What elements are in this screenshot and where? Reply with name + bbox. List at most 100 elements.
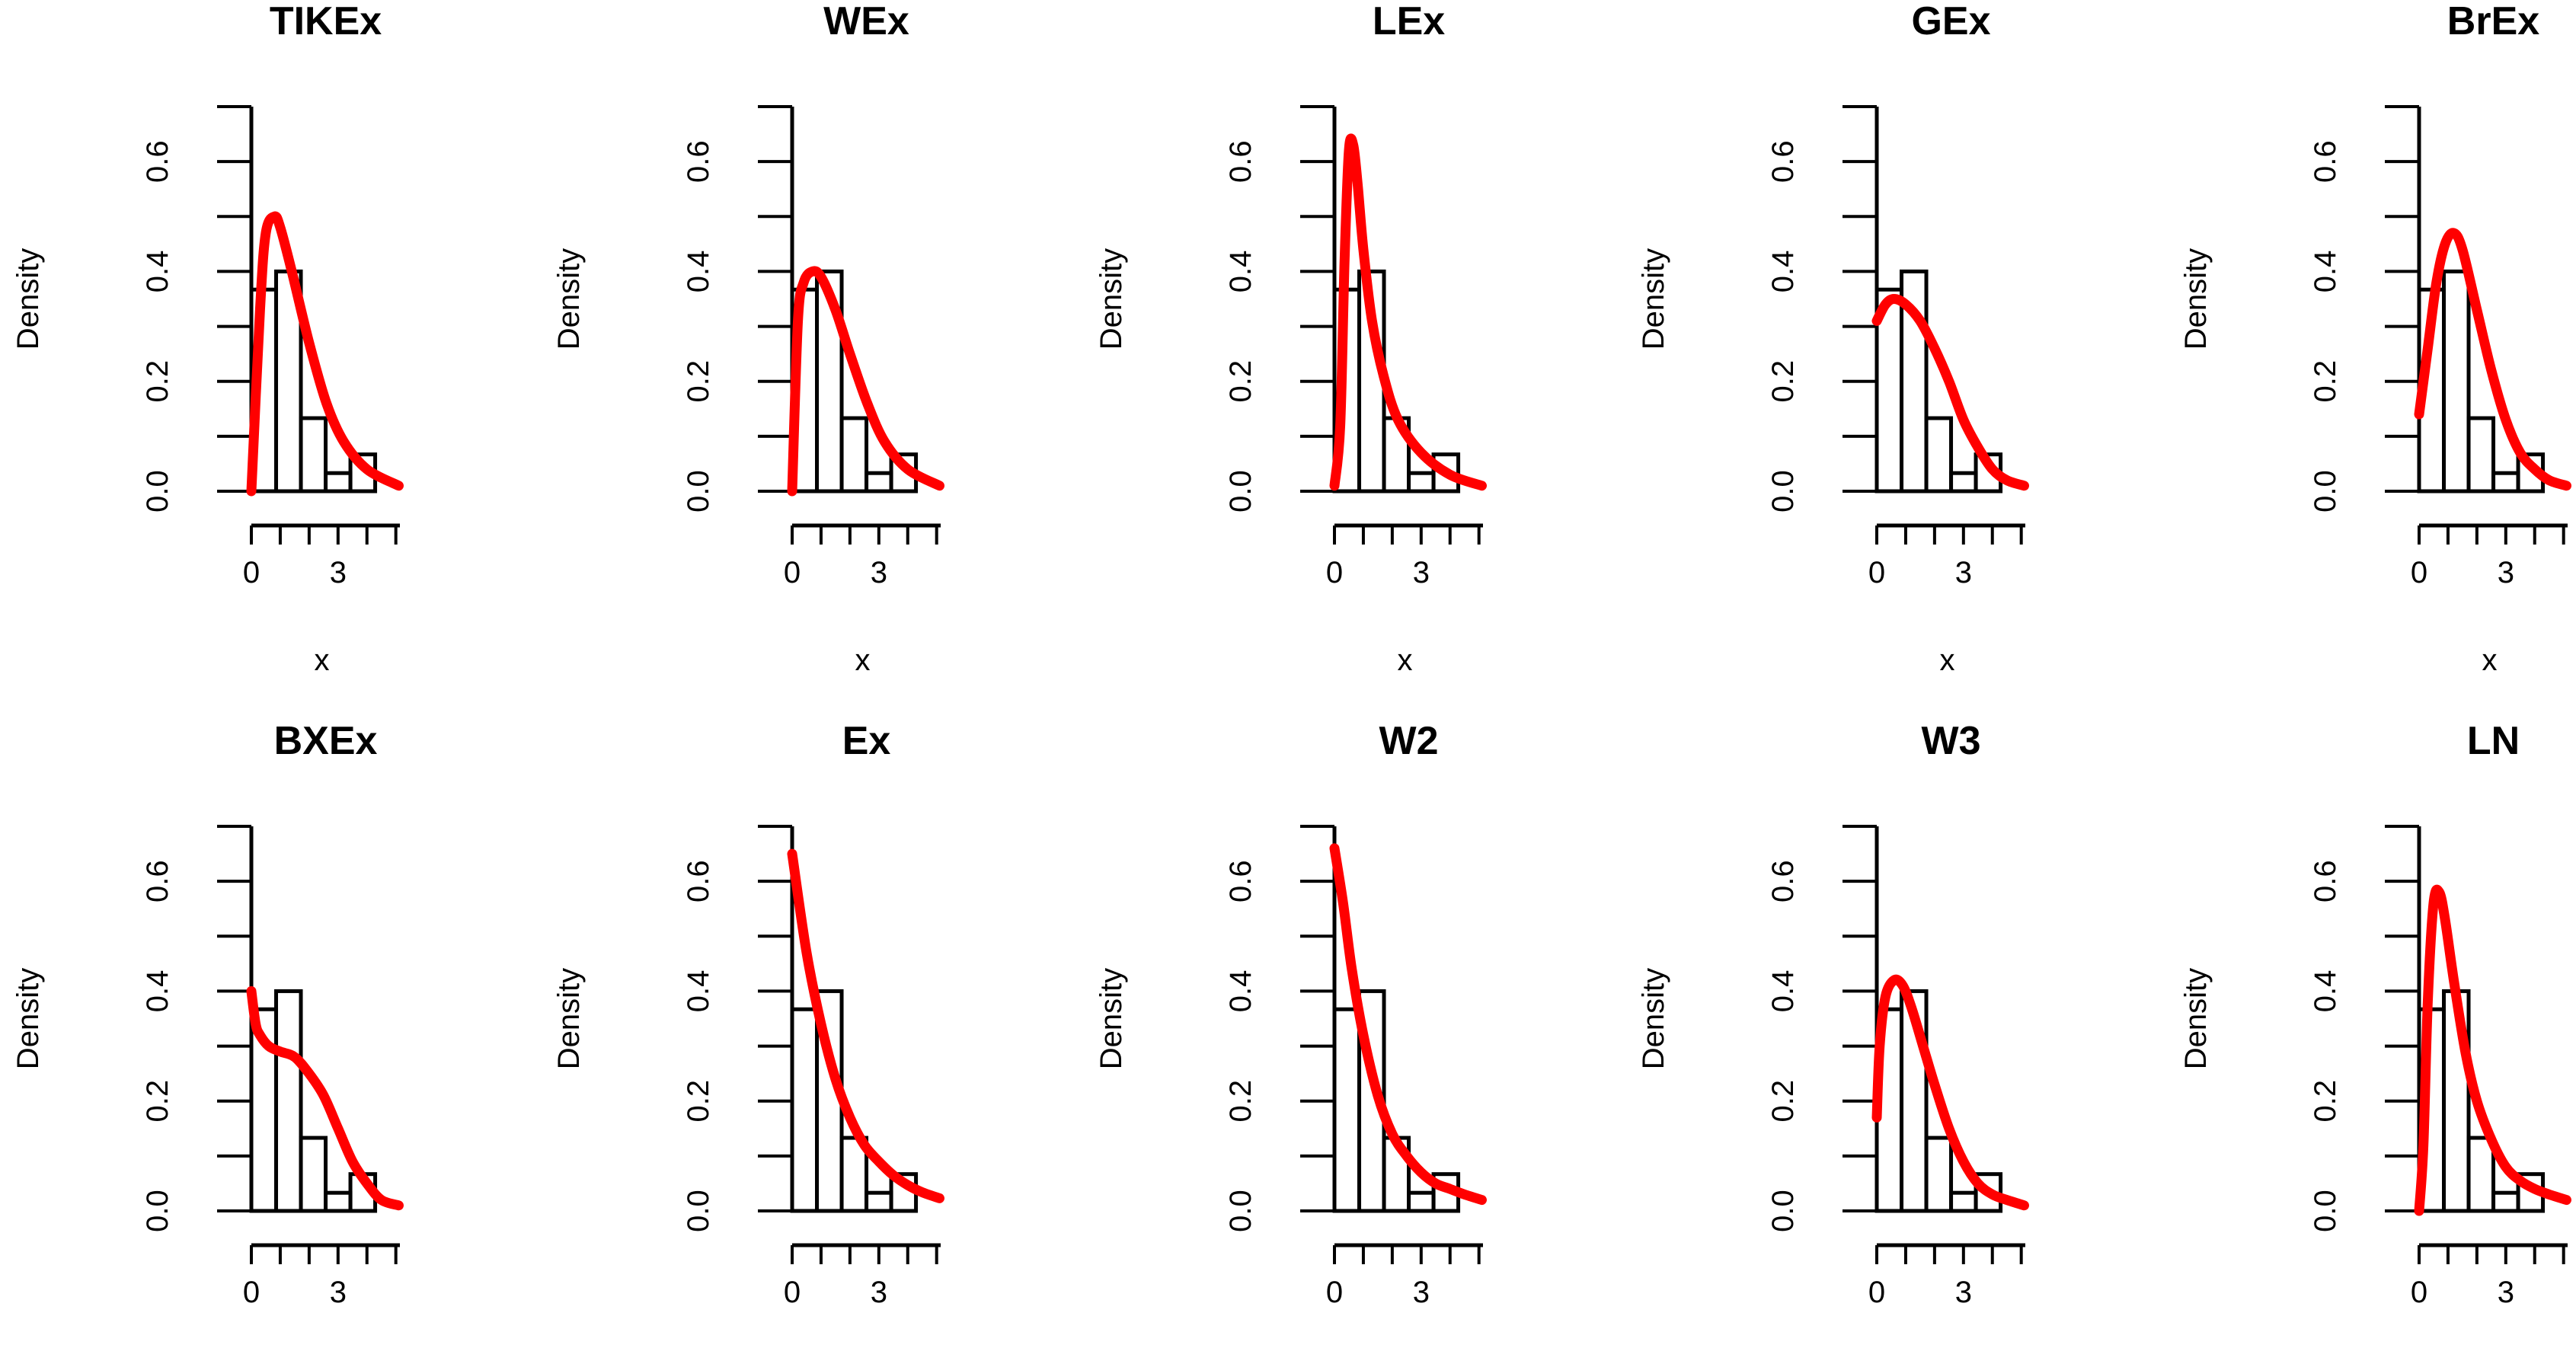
panel-brex: BrEx 0.0 0.2 0.4 0.6 Density 0 3 x [2179, 0, 2571, 677]
density-curve [2414, 884, 2571, 1216]
histogram-bar [1924, 416, 1954, 494]
histogram-bar [839, 416, 869, 494]
histogram-bar [1431, 452, 1461, 494]
y-tick-label: 0.0 [682, 470, 715, 513]
histogram-bar [299, 1136, 328, 1213]
histogram-bar [274, 989, 303, 1213]
x-tick-label: 0 [243, 556, 260, 589]
x-tick-label: 3 [330, 556, 347, 589]
y-tick-label: 0.4 [2309, 251, 2342, 293]
x-tick-label: 3 [1955, 556, 1972, 589]
y-tick-label: 0.2 [1766, 1080, 1800, 1123]
y-tick-label: 0.6 [1766, 860, 1800, 902]
panel-title: LN [2467, 719, 2520, 763]
y-tick-label: 0.4 [682, 970, 715, 1013]
x-tick-label: 0 [784, 556, 801, 589]
y-tick-label: 0.4 [1766, 970, 1800, 1013]
panel-tikex: TIKEx 0.0 0.2 0.4 0.6 Density 0 3 x [11, 0, 404, 677]
histogram-bar [1407, 471, 1436, 494]
histogram-bar [1407, 1190, 1436, 1213]
density-curve [1329, 843, 1487, 1206]
y-axis-label: Density [552, 968, 586, 1069]
y-axis-label: Density [11, 248, 45, 350]
x-tick-label: 0 [2411, 556, 2427, 589]
y-tick-label: 0.4 [141, 251, 174, 293]
histogram-bar [1949, 1190, 1978, 1213]
panel-title: BrEx [2447, 0, 2539, 43]
x-tick-label: 3 [2498, 556, 2514, 589]
density-curve [787, 848, 944, 1203]
y-tick-label: 0.0 [682, 1190, 715, 1232]
y-tick-label: 0.0 [141, 1190, 174, 1232]
x-tick-label: 0 [1868, 1276, 1885, 1309]
y-tick-label: 0.0 [1766, 1190, 1800, 1232]
y-axis-label: Density [1095, 248, 1128, 350]
y-axis-label: Density [11, 968, 45, 1069]
histogram-bar [1900, 989, 1929, 1213]
y-axis-label: Density [1095, 968, 1128, 1069]
y-tick-label: 0.0 [1766, 470, 1800, 513]
histogram-bar [865, 1190, 893, 1213]
y-tick-label: 0.2 [141, 1080, 174, 1123]
x-tick-label: 0 [1326, 1276, 1343, 1309]
y-axis-label: Density [1637, 968, 1670, 1069]
density-curve [246, 211, 404, 497]
panel-title: TIKEx [270, 0, 382, 43]
panel-gex: GEx 0.0 0.2 0.4 0.6 Density 0 3 x [1637, 0, 2029, 677]
y-tick-label: 0.2 [682, 360, 715, 403]
histogram-bar [324, 471, 353, 494]
density-curve [1871, 974, 2029, 1211]
histogram-bar [2466, 1136, 2496, 1213]
y-tick-label: 0.0 [141, 470, 174, 513]
histogram-bar [865, 471, 893, 494]
panel-title: W3 [1922, 719, 1981, 763]
y-tick-label: 0.4 [1224, 251, 1258, 293]
y-tick-label: 0.2 [1224, 360, 1258, 403]
histogram-bar [1900, 269, 1929, 494]
density-curve [1329, 133, 1487, 491]
panel-title: Ex [842, 719, 891, 763]
y-tick-label: 0.6 [2309, 860, 2342, 902]
histogram-bar [324, 1190, 353, 1213]
histogram-bar [1332, 1007, 1362, 1213]
y-axis-label: Density [552, 248, 586, 350]
histogram-bar [299, 416, 328, 494]
y-tick-label: 0.4 [2309, 970, 2342, 1013]
y-tick-label: 0.0 [2309, 470, 2342, 513]
histogram-bar [1974, 1172, 2003, 1213]
panel-lex: LEx 0.0 0.2 0.4 0.6 Density 0 3 x [1095, 0, 1487, 677]
y-tick-label: 0.0 [2309, 1190, 2342, 1232]
panel-wex: WEx 0.0 0.2 0.4 0.6 Density 0 3 x [552, 0, 944, 677]
density-curve [2414, 228, 2571, 491]
panel-title: BXEx [274, 719, 378, 763]
y-tick-label: 0.2 [682, 1080, 715, 1123]
y-axis-label: Density [2179, 248, 2213, 350]
histogram-bar [790, 1007, 820, 1213]
histogram-bar [2466, 416, 2496, 494]
x-tick-label: 0 [784, 1276, 801, 1309]
y-tick-label: 0.6 [1224, 860, 1258, 902]
y-tick-label: 0.4 [682, 251, 715, 293]
density-curve [787, 266, 944, 497]
y-tick-label: 0.6 [682, 140, 715, 183]
y-tick-label: 0.6 [1766, 140, 1800, 183]
x-axis-label: x [1940, 644, 1955, 677]
x-tick-label: 0 [1868, 556, 1885, 589]
y-axis-label: Density [2179, 968, 2213, 1069]
x-tick-label: 3 [1955, 1276, 1972, 1309]
histogram-bar [2442, 269, 2471, 494]
y-tick-label: 0.2 [2309, 1080, 2342, 1123]
x-axis-label: x [2482, 644, 2498, 677]
y-tick-label: 0.6 [141, 140, 174, 183]
x-axis-label: x [855, 644, 871, 677]
y-tick-label: 0.2 [1224, 1080, 1258, 1123]
y-tick-label: 0.6 [1224, 140, 1258, 183]
histogram-bar [2491, 471, 2520, 494]
x-axis-label: x [315, 644, 330, 677]
histogram-bar [2491, 1190, 2520, 1213]
